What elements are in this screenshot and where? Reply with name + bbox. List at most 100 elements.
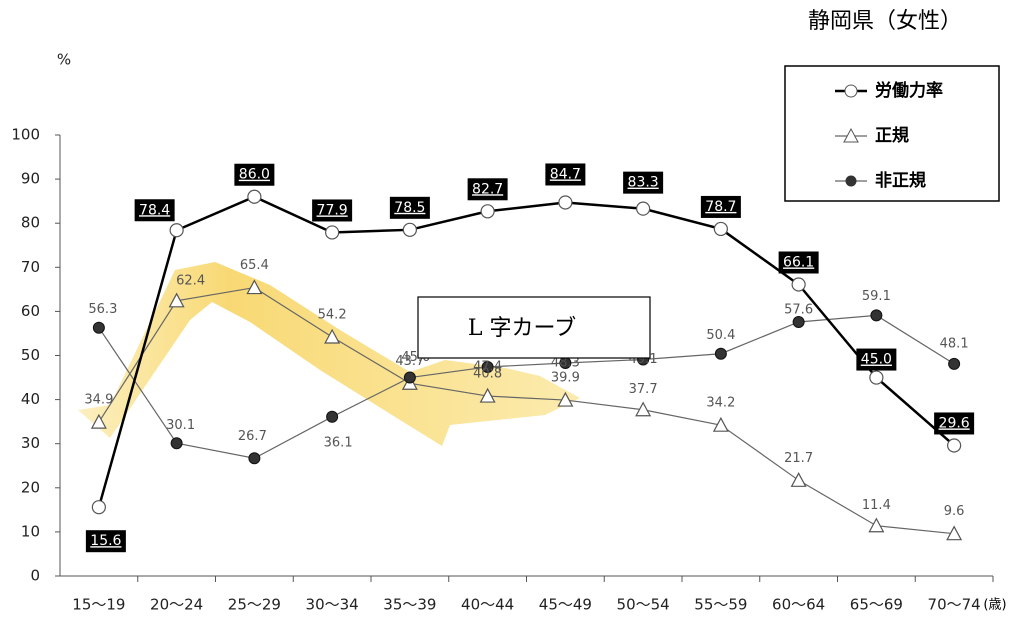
point bbox=[870, 309, 883, 322]
point bbox=[712, 416, 729, 432]
point bbox=[170, 437, 183, 450]
point bbox=[168, 292, 185, 308]
data-label: 59.1 bbox=[862, 289, 891, 304]
data-label-box bbox=[623, 171, 664, 194]
point bbox=[946, 525, 963, 541]
data-label-box bbox=[85, 530, 126, 553]
data-label-box bbox=[134, 199, 175, 222]
point bbox=[247, 189, 262, 204]
y-tick-label: 20 bbox=[21, 478, 40, 496]
data-label: 15.6 bbox=[90, 533, 121, 549]
data-label: 66.1 bbox=[783, 254, 814, 270]
data-label: 65.4 bbox=[240, 258, 269, 273]
point bbox=[947, 438, 962, 453]
y-tick-label: 50 bbox=[21, 346, 40, 364]
point bbox=[90, 413, 107, 429]
data-label: 11.4 bbox=[862, 498, 891, 513]
data-label: 43.7 bbox=[395, 354, 424, 369]
point bbox=[714, 347, 727, 360]
legend-marker bbox=[844, 84, 858, 98]
point bbox=[325, 225, 340, 240]
point bbox=[792, 315, 805, 328]
point bbox=[246, 279, 263, 295]
data-label-box bbox=[856, 348, 897, 371]
data-label: 78.4 bbox=[139, 202, 170, 218]
data-label: 36.1 bbox=[324, 435, 353, 450]
chart-title: 静岡県（女性） bbox=[808, 9, 962, 34]
x-tick-label: 25〜29 bbox=[228, 596, 281, 614]
data-label: 30.1 bbox=[166, 418, 195, 433]
legend-label: 正規 bbox=[875, 126, 909, 146]
x-tick-label: 30〜34 bbox=[306, 596, 359, 614]
x-tick-label: 40〜44 bbox=[461, 596, 514, 614]
data-label-box bbox=[700, 195, 741, 218]
legend-box bbox=[784, 65, 1000, 202]
data-label: 40.8 bbox=[473, 367, 502, 382]
y-tick-label: 90 bbox=[21, 170, 40, 188]
point bbox=[92, 321, 105, 334]
x-tick-label: 35〜39 bbox=[383, 596, 436, 614]
x-tick-label: 70〜74 bbox=[928, 596, 981, 614]
point bbox=[868, 517, 885, 533]
x-tick-label: 20〜24 bbox=[150, 596, 203, 614]
point bbox=[481, 360, 494, 373]
data-label: 37.7 bbox=[629, 382, 658, 397]
data-label-box bbox=[778, 251, 819, 274]
point bbox=[557, 391, 574, 407]
series-line bbox=[97, 195, 955, 508]
data-label: 29.6 bbox=[939, 415, 970, 431]
x-axis-unit: (歳) bbox=[983, 598, 1006, 613]
data-label: 50.4 bbox=[706, 328, 735, 343]
y-tick-label: 70 bbox=[21, 258, 40, 276]
y-tick-label: 80 bbox=[21, 214, 40, 232]
annotation-text: L 字カーブ bbox=[468, 316, 576, 341]
legend-label: 労働力率 bbox=[875, 80, 943, 101]
legend-marker bbox=[843, 127, 859, 143]
y-axis-unit: % bbox=[57, 51, 71, 69]
x-tick-label: 55〜59 bbox=[694, 596, 747, 614]
data-label: 77.9 bbox=[317, 202, 348, 218]
y-tick-label: 60 bbox=[21, 302, 40, 320]
x-tick-label: 65〜69 bbox=[850, 596, 903, 614]
data-label: 78.5 bbox=[394, 200, 425, 216]
x-tick-label: 50〜54 bbox=[617, 596, 670, 614]
data-label-box bbox=[545, 163, 586, 186]
x-tick-label: 60〜64 bbox=[772, 596, 825, 614]
data-label: 47.4 bbox=[473, 359, 502, 374]
highlight-arrow bbox=[78, 262, 580, 446]
point bbox=[324, 328, 341, 344]
y-tick-label: 10 bbox=[21, 522, 40, 540]
point bbox=[91, 500, 106, 515]
series-line bbox=[98, 314, 955, 459]
legend-marker bbox=[845, 175, 857, 187]
data-label: 48.1 bbox=[940, 336, 969, 351]
point bbox=[480, 204, 495, 219]
annotation-box bbox=[417, 296, 651, 359]
point bbox=[403, 371, 416, 384]
point bbox=[558, 195, 573, 210]
point bbox=[869, 370, 884, 385]
data-label: 78.7 bbox=[705, 199, 736, 215]
point bbox=[948, 357, 961, 370]
data-label: 39.9 bbox=[551, 371, 580, 386]
point bbox=[713, 221, 728, 237]
point bbox=[402, 222, 417, 237]
plot-area: 34.9 62.4 65.4 54.2 43.7 40.8 39.9 37.7 34.2 21.7… bbox=[84, 163, 975, 553]
x-tick-label: 45〜49 bbox=[539, 596, 592, 614]
data-label: 84.7 bbox=[550, 166, 581, 182]
data-label: 9.6 bbox=[944, 504, 965, 519]
data-label-box bbox=[312, 199, 353, 222]
point bbox=[479, 387, 496, 403]
data-label: 48.3 bbox=[551, 355, 580, 370]
data-label: 21.7 bbox=[784, 451, 813, 466]
series-line bbox=[98, 286, 955, 535]
data-label-box bbox=[234, 163, 275, 186]
data-label: 34.2 bbox=[706, 396, 735, 411]
point bbox=[636, 201, 651, 216]
point bbox=[326, 410, 339, 423]
point bbox=[169, 223, 184, 238]
y-tick-label: 100 bbox=[11, 126, 40, 144]
data-label: 82.7 bbox=[472, 181, 503, 197]
